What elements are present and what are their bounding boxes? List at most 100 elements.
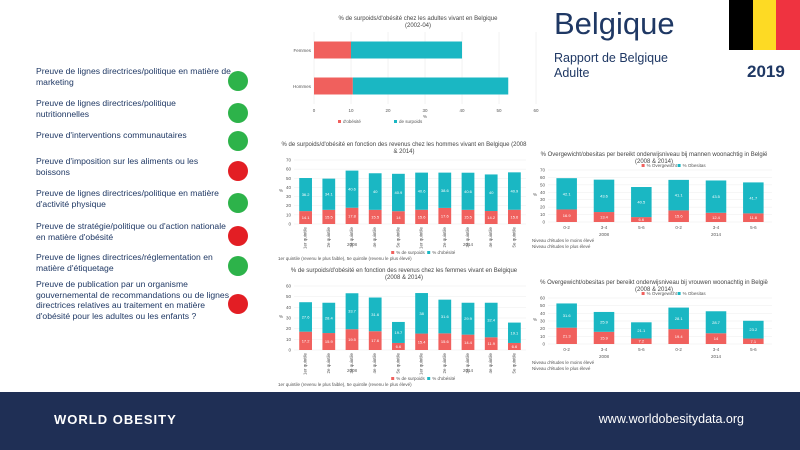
y-tick-label: 60 [540,296,546,301]
data-label: 28.1 [675,316,684,321]
bar-segment [668,307,689,330]
x-tick-label: 3e quintile [349,227,354,248]
legend-swatch [394,120,397,123]
indicator-status-treatment [228,294,248,314]
x-tick-label: 50 [496,108,502,113]
bar-segment [631,217,652,222]
x-tick-label: 30 [422,108,428,113]
data-label: 14.4 [464,340,473,345]
bar-segment [461,209,475,224]
data-label: 19.5 [348,337,357,342]
data-label: 19.1 [511,330,520,335]
data-label: 15.9 [325,339,334,344]
legend-label: % Obesitas [683,163,707,168]
bar-segment [322,333,336,350]
chart-title-line1: % de surpoids/d'obésité en fonction des … [282,142,528,148]
data-label: 15.6 [511,214,520,219]
bar-segment [368,331,382,350]
chart-title-line1: % Overgewicht/obesitas per bereikt onder… [540,280,768,286]
indicator-label-labelling: Preuve de lignes directrices/réglementat… [36,252,213,273]
bar-segment [392,321,405,343]
bar-segment [461,334,475,350]
group-label: 2008 [599,354,610,359]
y-tick-label: 40 [286,305,292,310]
chart-adults-overweight-obesity: % de surpoids/d'obésité chez les adultes… [278,12,548,124]
y-tick-label: 40 [540,311,546,316]
data-label: 17.2 [302,338,311,343]
x-tick-label: 10 [348,108,354,113]
x-tick-label: 60 [533,108,539,113]
data-label: 29.9 [464,316,473,321]
x-tick-label: 20 [385,108,391,113]
chart-men-income: % de surpoids/d'obésité en fonction des … [276,140,532,261]
indicator-status-community [228,131,248,151]
data-label: 15.6 [418,214,427,219]
legend-swatch [677,292,681,295]
data-label: 31.6 [563,313,572,318]
bar-segment [368,209,382,224]
y-tick-label: 40 [286,185,292,190]
data-label: 15.4 [418,339,427,344]
bar-segment [322,209,336,224]
bar-segment [368,297,382,332]
bar-segment [438,207,452,224]
bar-segment [345,170,359,208]
data-label: 33.7 [348,309,357,314]
bar-segment [484,302,498,338]
bar-segment [508,172,521,210]
bar-segment [438,333,452,350]
y-tick-label: 0 [288,348,291,353]
x-tick-label: 2e quintile [326,227,331,248]
x-tick-label: 2e quintile [442,227,447,248]
bar-segment [593,212,615,222]
chart-men-education: % Overgewicht/obesitas per bereikt onder… [530,150,778,256]
category-label: Hommes [293,84,312,89]
chart-note: 1er quintile (revenu le plus faible), 5e… [278,256,412,261]
y-tick-label: 20 [540,205,546,210]
y-tick-label: 0 [542,342,545,347]
chart-women-income: % de surpoids/d'obésité en fonction des … [276,266,532,387]
chart-title-line1: % Overgewicht/obesitas per bereikt onder… [541,152,768,158]
bar-segment [314,41,351,59]
chart-svg: % de surpoids/d'obésité en fonction des … [278,142,528,261]
x-tick-label: 4e quintile [488,227,493,248]
y-tick-label: 20 [540,326,546,331]
data-label: 21.1 [637,328,646,333]
bar-segment [508,209,521,224]
y-tick-label: 10 [286,337,292,342]
indicator-label-marketing: Preuve de lignes directrices/politique e… [36,66,231,87]
y-tick-label: 60 [286,167,292,172]
data-label: 19.4 [675,334,684,339]
data-label: 15.5 [371,214,380,219]
legend-label: de surpoids [399,119,423,124]
data-label: 17.6 [441,213,450,218]
flag-stripe-red [776,0,800,50]
data-label: 15.5 [464,214,473,219]
x-tick-label: 4e quintile [372,353,377,374]
flag-stripe-yellow [752,0,777,50]
legend-swatch [338,120,341,123]
legend-label: % Overgewicht [647,163,678,168]
x-tick-label: 0-2 [675,347,682,352]
footer-url[interactable]: www.worldobesitydata.org [598,412,744,426]
x-tick-label: 3e quintile [349,353,354,374]
bar-segment [314,77,353,95]
x-tick-label: 40 [459,108,465,113]
legend-swatch [677,164,681,167]
group-label: 2014 [711,232,722,237]
legend-label: % Overgewicht [647,291,678,296]
indicator-label-treatment: Preuve de publication par un organisme g… [36,279,230,321]
indicator-label-taxation: Preuve d'imposition sur les aliments ou … [36,156,199,177]
data-label: 38 [419,311,424,316]
data-label: 41.7 [749,195,758,200]
y-tick-label: 60 [540,175,546,180]
chart-title-line2: (2008 & 2014) [635,159,673,165]
data-label: 40 [373,189,378,194]
y-tick-label: 50 [286,294,292,299]
x-tick-label: 3-4 [601,225,608,230]
chart-svg: % Overgewicht/obesitas per bereikt onder… [532,152,772,249]
group-label: 2014 [463,242,474,247]
indicator-status-taxation [228,161,248,181]
data-label: 34.1 [325,192,334,197]
